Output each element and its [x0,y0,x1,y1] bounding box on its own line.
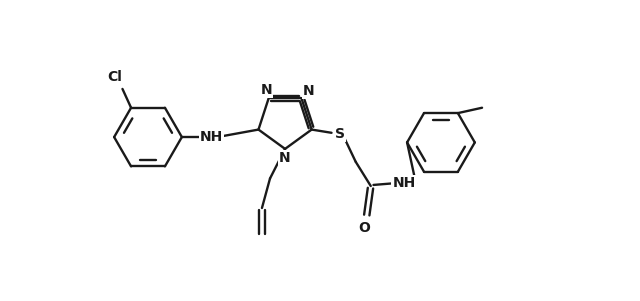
Text: O: O [358,221,371,235]
Text: S: S [335,127,344,141]
Text: N: N [303,84,315,98]
Text: Cl: Cl [108,70,122,84]
Text: NH: NH [200,130,223,144]
Text: N: N [279,151,291,165]
Text: N: N [260,83,272,97]
Text: NH: NH [392,176,416,190]
